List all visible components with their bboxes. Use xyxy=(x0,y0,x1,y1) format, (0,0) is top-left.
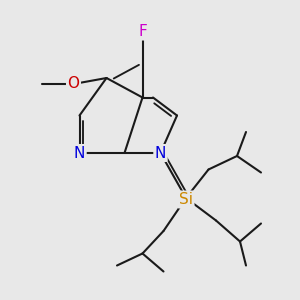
Text: Si: Si xyxy=(179,192,193,207)
Text: N: N xyxy=(74,146,85,160)
Text: N: N xyxy=(155,146,166,160)
Text: O: O xyxy=(68,76,80,92)
Text: F: F xyxy=(138,24,147,39)
